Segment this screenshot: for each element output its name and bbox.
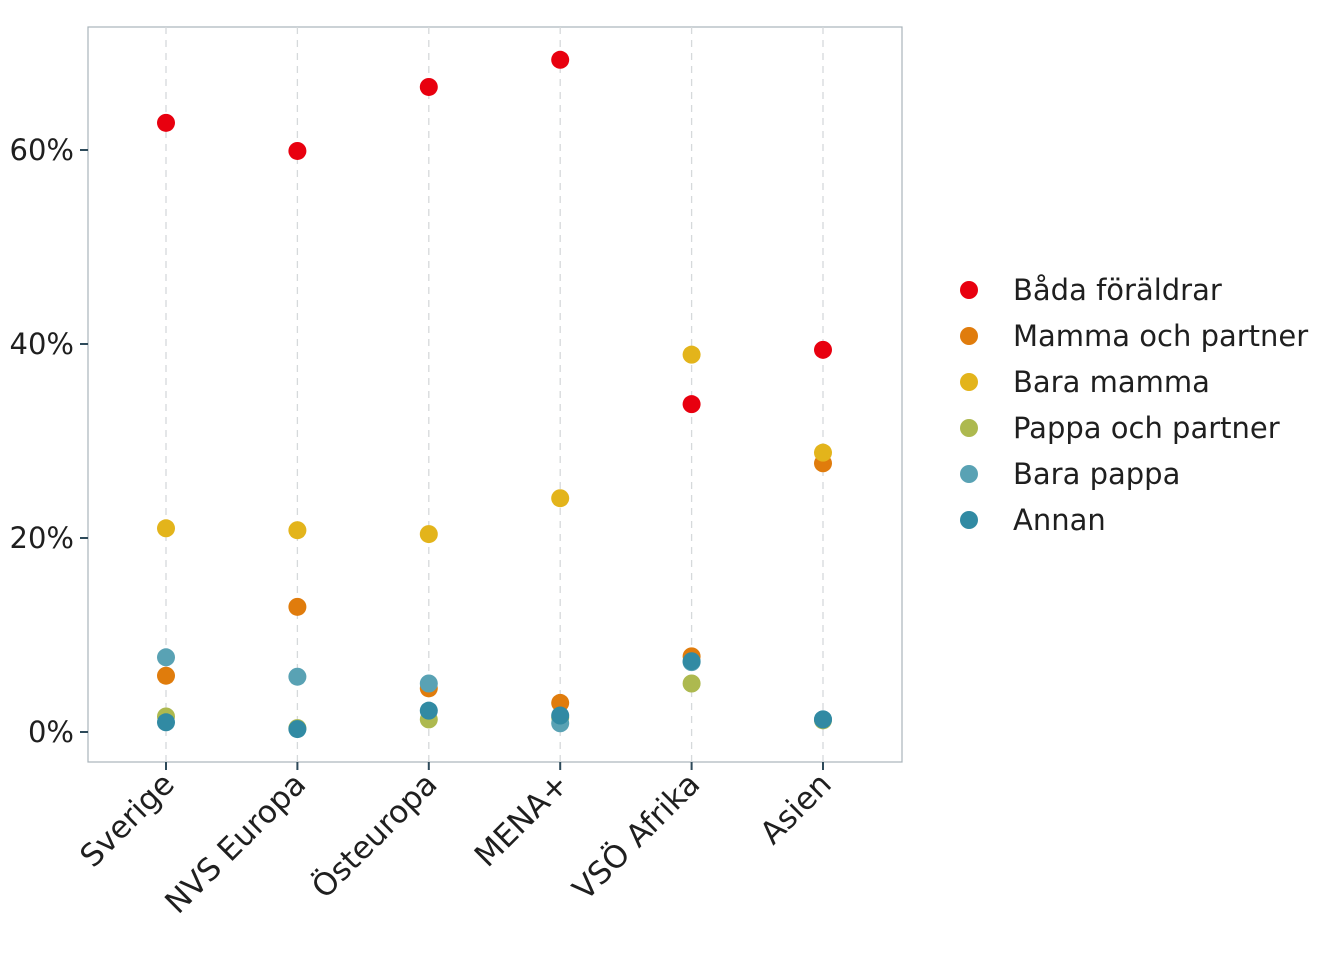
legend-swatch [960,327,978,345]
point-4-2 [419,674,438,693]
x-tick-label: Sverige [73,766,181,874]
point-0-3 [551,50,570,69]
point-2-1 [288,521,307,540]
x-tick-label: NVS Europa [158,766,313,921]
point-5-2 [419,701,438,720]
point-1-1 [288,597,307,616]
point-5-3 [551,706,570,725]
point-2-3 [551,489,570,508]
legend-label: Pappa och partner [1013,411,1280,445]
panel-background [87,26,903,763]
point-4-0 [157,648,175,667]
point-4-1 [288,667,307,686]
legend-label: Annan [1013,503,1106,537]
point-5-5 [814,710,832,729]
point-1-3 [551,693,570,712]
legend-swatch [960,373,978,391]
y-tick-label: 20% [10,521,74,555]
legend-swatch [960,281,978,299]
point-1-0 [157,666,175,685]
legend-swatch [960,419,978,437]
legend-swatch [960,465,978,483]
point-0-0 [157,113,175,132]
point-2-4 [682,345,701,364]
point-0-1 [288,141,307,160]
y-tick-label: 60% [10,133,74,167]
x-tick-label: MENA+ [468,766,576,874]
x-tick-label: Östeuropa [304,765,444,905]
legend-swatch [960,511,978,529]
data-points [157,50,832,739]
point-2-0 [157,519,175,538]
y-axis: 0% 20% 40% 60% [10,133,88,749]
legend-label: Bara pappa [1013,457,1180,491]
point-0-2 [419,77,438,96]
point-2-5 [814,443,832,462]
point-0-4 [682,395,701,414]
point-3-4 [682,674,701,693]
y-tick-label: 40% [10,327,74,361]
legend: Båda föräldrar Mamma och partner Bara mamm… [960,273,1308,537]
point-5-1 [288,720,307,739]
point-5-4 [682,652,701,671]
point-5-0 [157,713,175,732]
legend-label: Bara mamma [1013,365,1210,399]
point-2-2 [419,525,438,544]
x-tick-label: Asien [753,766,838,851]
legend-label: Båda föräldrar [1013,273,1222,307]
y-tick-label: 0% [28,715,74,749]
legend-label: Mamma och partner [1013,319,1308,353]
point-0-5 [814,340,832,359]
x-tick-label: VSÖ Afrika [565,765,707,907]
